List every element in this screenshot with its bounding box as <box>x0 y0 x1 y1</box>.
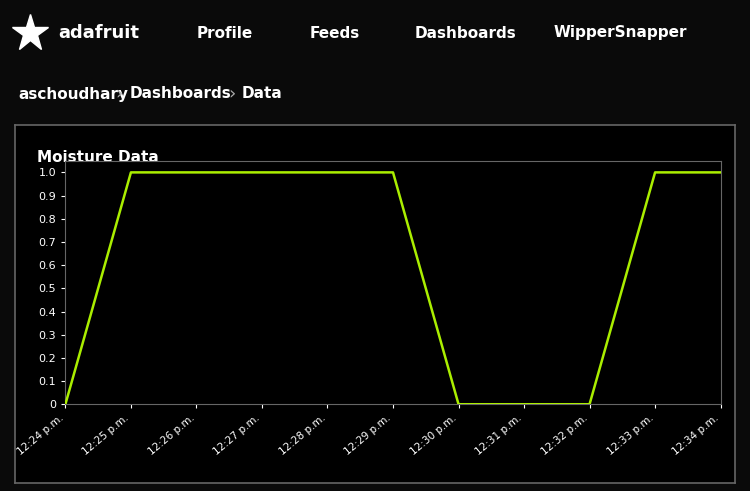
Text: ›: › <box>115 85 122 103</box>
Text: Moisture Data: Moisture Data <box>37 150 158 164</box>
Text: ›: › <box>228 85 236 103</box>
Text: adafruit: adafruit <box>58 24 139 42</box>
Text: Dashboards: Dashboards <box>130 86 232 102</box>
Text: WipperSnapper: WipperSnapper <box>554 26 687 40</box>
Text: Dashboards: Dashboards <box>414 26 516 40</box>
Text: Profile: Profile <box>196 26 253 40</box>
Text: Data: Data <box>242 86 283 102</box>
Text: aschoudhary: aschoudhary <box>18 86 128 102</box>
Text: Feeds: Feeds <box>310 26 360 40</box>
